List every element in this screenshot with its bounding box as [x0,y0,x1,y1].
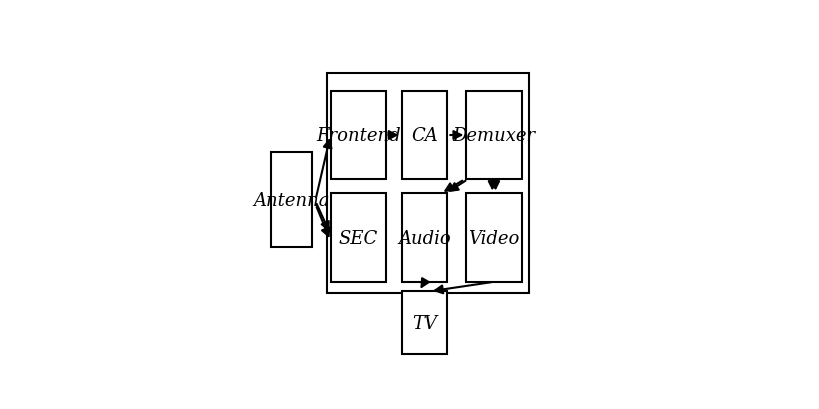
Text: Demuxer: Demuxer [452,127,536,145]
Bar [327,74,528,293]
Text: Audio: Audio [398,229,450,247]
Bar [466,92,522,180]
Bar [401,292,447,355]
Text: Video: Video [468,229,519,247]
Text: SEC: SEC [338,229,378,247]
Bar [401,194,447,282]
Text: Frontend: Frontend [316,127,400,145]
Bar [401,92,447,180]
Bar [466,194,522,282]
Text: Antenna: Antenna [254,191,330,209]
Bar [331,92,386,180]
Bar [331,194,386,282]
Text: CA: CA [411,127,438,145]
Bar [271,153,312,247]
Text: TV: TV [412,314,437,332]
